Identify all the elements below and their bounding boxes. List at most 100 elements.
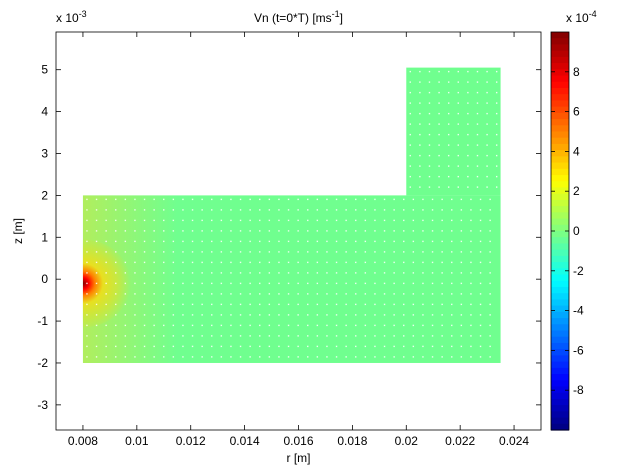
mesh-node	[486, 123, 488, 125]
mesh-node	[287, 261, 290, 264]
mesh-node	[220, 209, 223, 211]
mesh-node	[268, 335, 271, 337]
field-hotspot	[82, 239, 131, 328]
mesh-node	[486, 165, 488, 167]
mesh-node	[124, 251, 127, 253]
mesh-node	[422, 293, 424, 295]
mesh-node	[153, 272, 155, 274]
mesh-node	[95, 324, 98, 327]
mesh-node	[422, 261, 424, 264]
mesh-node	[374, 209, 376, 211]
mesh-node	[220, 198, 223, 201]
mesh-node	[182, 219, 184, 222]
mesh-node	[326, 230, 328, 232]
mesh-node	[115, 293, 117, 295]
mesh-node	[409, 186, 411, 188]
mesh-node	[476, 154, 479, 157]
mesh-node	[201, 209, 203, 211]
y-tick-label: 4	[41, 105, 48, 119]
mesh-node	[345, 272, 347, 274]
mesh-node	[297, 272, 299, 274]
mesh-node	[470, 282, 472, 285]
mesh-node	[374, 240, 376, 243]
mesh-node	[287, 303, 290, 306]
mesh-node	[355, 293, 357, 295]
colorbar-exponent-label: x 10-4	[566, 9, 597, 25]
mesh-node	[191, 251, 194, 253]
mesh-node	[486, 144, 488, 146]
mesh-node	[467, 154, 469, 157]
mesh-node	[409, 102, 411, 104]
mesh-node	[422, 272, 424, 274]
colorbar-segment	[551, 367, 569, 375]
mesh-node	[393, 209, 395, 211]
mesh-node	[422, 324, 424, 327]
mesh-node	[345, 240, 347, 243]
mesh-node	[479, 219, 482, 222]
mesh-node	[134, 219, 136, 222]
mesh-node	[495, 186, 498, 188]
mesh-node	[495, 81, 498, 83]
mesh-node	[211, 261, 213, 264]
mesh-node	[201, 198, 203, 201]
mesh-node	[316, 335, 319, 337]
mesh-node	[307, 261, 309, 264]
mesh-node	[438, 133, 440, 136]
colorbar-segment	[551, 324, 569, 332]
mesh-node	[428, 112, 431, 115]
mesh-node	[153, 251, 155, 253]
mesh-node	[95, 314, 98, 316]
mesh-node	[211, 198, 213, 201]
mesh-node	[431, 303, 434, 306]
mesh-node	[409, 70, 411, 73]
mesh-node	[143, 345, 146, 348]
colorbar-segment	[551, 392, 569, 400]
mesh-node	[335, 345, 338, 348]
mesh-node	[326, 335, 328, 337]
mesh-node	[163, 293, 165, 295]
mesh-node	[191, 356, 194, 358]
mesh-node	[422, 314, 424, 316]
mesh-node	[467, 186, 469, 188]
mesh-node	[479, 335, 482, 337]
mesh-node	[134, 230, 136, 232]
mesh-node	[422, 219, 424, 222]
mesh-node	[134, 356, 136, 358]
mesh-node	[345, 198, 347, 201]
mesh-node	[115, 261, 117, 264]
colorbar-segment	[551, 268, 569, 276]
mesh-node	[489, 261, 491, 264]
mesh-node	[451, 324, 453, 327]
mesh-node	[86, 198, 88, 201]
colorbar-segment	[551, 299, 569, 307]
mesh-node	[476, 112, 479, 115]
mesh-node	[172, 198, 175, 201]
mesh-node	[335, 324, 338, 327]
y-tick-label: 5	[41, 63, 48, 77]
colorbar-segment	[551, 137, 569, 145]
mesh-node	[259, 209, 261, 211]
mesh-node	[345, 314, 347, 316]
mesh-node	[460, 293, 463, 295]
mesh-node	[403, 219, 405, 222]
mesh-node	[230, 251, 232, 253]
mesh-node	[220, 261, 223, 264]
mesh-node	[457, 112, 459, 115]
mesh-node	[182, 198, 184, 201]
mesh-node	[428, 133, 431, 136]
mesh-node	[451, 282, 453, 285]
mesh-node	[412, 230, 415, 232]
mesh-node	[393, 324, 395, 327]
mesh-node	[431, 345, 434, 348]
mesh-node	[441, 251, 443, 253]
mesh-node	[403, 282, 405, 285]
mesh-node	[268, 303, 271, 306]
mesh-node	[447, 102, 450, 104]
mesh-node	[419, 186, 421, 188]
mesh-node	[441, 314, 443, 316]
mesh-node	[431, 356, 434, 358]
mesh-node	[335, 293, 338, 295]
colorbar-tick-label: -6	[573, 343, 584, 357]
mesh-node	[220, 314, 223, 316]
mesh-node	[191, 272, 194, 274]
